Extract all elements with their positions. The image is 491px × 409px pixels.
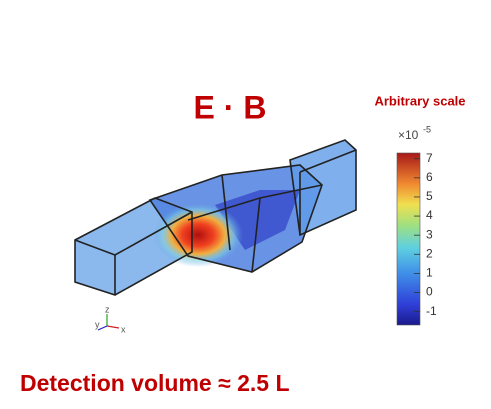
colorbar-tick-label: 5: [426, 189, 433, 203]
colorbar-label: Arbitrary scale: [374, 93, 465, 108]
caption: Detection volume ≈ 2.5 L: [20, 370, 290, 396]
colorbar: [397, 153, 420, 325]
colorbar-tick-label: 1: [426, 266, 433, 280]
colorbar-tick-label: 7: [426, 151, 433, 165]
colorbar-tick-label: 2: [426, 246, 433, 260]
colorbar-tick-label: 6: [426, 170, 433, 184]
colorbar-exponent: -5: [423, 124, 431, 134]
axis-label-z: z: [105, 304, 110, 314]
colorbar-tick-label: -1: [426, 304, 437, 318]
axis-label-y: y: [95, 319, 100, 329]
colorbar-tick-label: 0: [426, 285, 433, 299]
axes-triad: y z x: [95, 304, 126, 334]
colorbar-tick-label: 4: [426, 208, 433, 222]
axis-label-x: x: [121, 324, 126, 334]
figure: E · B Arbitrary scale ×10 -5 y z x 7 6 5 4 3…: [0, 0, 491, 409]
title: E · B: [194, 89, 267, 125]
simulation-render: [75, 140, 356, 295]
colorbar-multiplier: ×10: [398, 128, 419, 142]
colorbar-tick-label: 3: [426, 227, 433, 241]
